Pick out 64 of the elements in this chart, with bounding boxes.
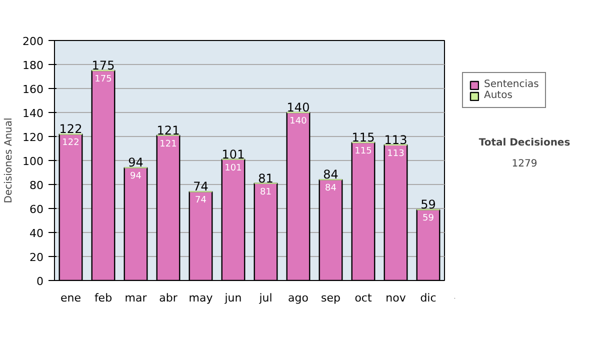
data-label: 121 [160,139,177,150]
bar [416,209,440,280]
data-label: 84 [325,184,337,194]
y-tick-label: 100 [22,155,44,168]
data-label: 59 [422,214,434,224]
x-tick-label: mar [124,292,148,304]
total-label: 94 [128,156,144,170]
total-label: 140 [286,100,310,114]
x-tick-label: jul [258,292,272,304]
y-tick-label: 60 [30,203,44,216]
x-tick-label: ene [60,292,82,304]
data-label: 113 [387,148,404,159]
total-label: 81 [258,171,274,186]
data-label: 101 [224,163,242,174]
bar [351,142,376,280]
bar [384,144,408,280]
data-label: 74 [195,196,207,206]
total-label: 101 [222,147,245,162]
total-label: 121 [156,123,180,138]
y-tick-label: 120 [22,131,44,144]
y-axis-title: Decisiones Anual [4,118,15,204]
bar [91,70,116,280]
bar [254,182,278,280]
legend-label: Sentencias [484,79,539,90]
data-label: 122 [62,138,80,148]
y-tick-label: 40 [30,227,44,240]
y-tick-label: 200 [22,35,44,48]
text: 1279 [512,158,538,170]
text: Total Decisiones [478,138,570,148]
x-tick-label: jun [224,292,242,304]
x-tick-label: feb [94,292,112,304]
y-tick-label: 0 [36,275,44,288]
bar [58,134,83,280]
legend-label: Autos [484,90,512,101]
total-label: 74 [193,180,208,194]
bar [318,179,343,280]
total-label: 115 [352,130,375,144]
total-label: 84 [323,168,338,182]
data-label: 94 [130,172,142,182]
y-tick-label: 160 [22,83,44,96]
x-tick-label: abr [159,292,178,304]
y-tick-label: 180 [22,59,44,72]
data-label: 115 [354,146,372,156]
total-label: 59 [420,198,436,212]
bar [286,112,310,280]
y-tick-label: 140 [22,107,44,120]
x-tick-label: sep [321,292,341,304]
x-tick-label: dic [420,292,436,304]
x-tick-label: oct [354,292,372,304]
data-label: 81 [260,187,272,198]
data-label: 175 [94,74,112,84]
y-tick-label: 80 [30,179,44,192]
total-label: 175 [92,58,115,72]
data-label: 140 [290,116,308,126]
total-label: 122 [59,122,82,136]
bar [124,167,148,280]
x-tick-label: may [188,292,214,304]
x-tick-label: nov [386,292,406,304]
bar [221,158,246,280]
x-tick-label: ago [288,292,309,304]
y-tick-label: 20 [30,251,44,264]
bar [188,191,213,280]
bar [156,134,180,280]
total-label: 113 [384,132,408,147]
